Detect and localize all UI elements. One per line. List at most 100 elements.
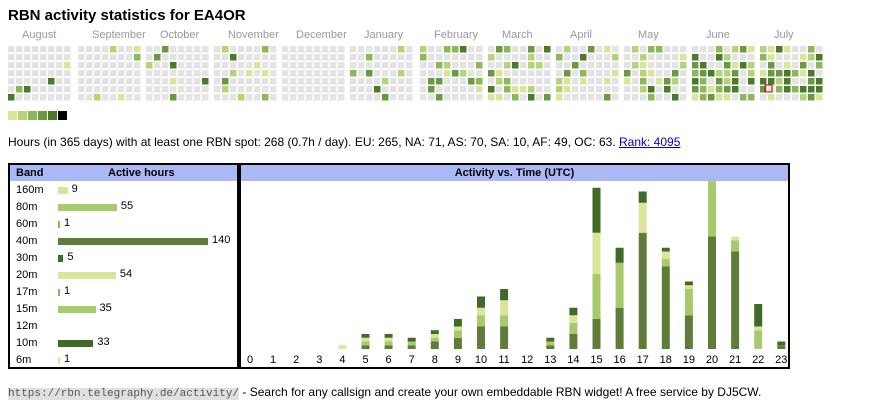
heatmap-day[interactable] (656, 78, 663, 85)
heatmap-day[interactable] (24, 86, 31, 93)
heatmap-day[interactable] (314, 46, 321, 53)
heatmap-day[interactable] (528, 54, 535, 61)
heatmap-day[interactable] (290, 54, 297, 61)
heatmap-day[interactable] (314, 94, 321, 101)
heatmap-day[interactable] (330, 86, 337, 93)
heatmap-day[interactable] (468, 54, 475, 61)
heatmap-day[interactable] (162, 86, 169, 93)
heatmap-day[interactable] (708, 94, 715, 101)
heatmap-day[interactable] (648, 78, 655, 85)
heatmap-day[interactable] (24, 78, 31, 85)
heatmap-day[interactable] (656, 62, 663, 69)
heatmap-day[interactable] (406, 94, 413, 101)
heatmap-day[interactable] (246, 78, 253, 85)
heatmap-day[interactable] (580, 54, 587, 61)
heatmap-day[interactable] (154, 78, 161, 85)
heatmap-day[interactable] (612, 62, 619, 69)
heatmap-day[interactable] (428, 46, 435, 53)
heatmap-day[interactable] (338, 86, 345, 93)
heatmap-day[interactable] (564, 46, 571, 53)
heatmap-day[interactable] (460, 94, 467, 101)
heatmap-day[interactable] (596, 70, 603, 77)
heatmap-day[interactable] (134, 78, 141, 85)
heatmap-day[interactable] (428, 70, 435, 77)
heatmap-day[interactable] (776, 70, 783, 77)
heatmap-day[interactable] (528, 70, 535, 77)
heatmap-day[interactable] (78, 94, 85, 101)
heatmap-day[interactable] (270, 54, 277, 61)
heatmap-day[interactable] (350, 78, 357, 85)
heatmap-day[interactable] (406, 78, 413, 85)
heatmap-day[interactable] (680, 78, 687, 85)
heatmap-day[interactable] (784, 70, 791, 77)
heatmap-day[interactable] (306, 86, 313, 93)
heatmap-day[interactable] (512, 78, 519, 85)
heatmap-day[interactable] (40, 78, 47, 85)
heatmap-day[interactable] (358, 54, 365, 61)
heatmap-day[interactable] (350, 86, 357, 93)
heatmap-day[interactable] (732, 54, 739, 61)
heatmap-day[interactable] (444, 86, 451, 93)
heatmap-day[interactable] (170, 54, 177, 61)
heatmap-day[interactable] (290, 94, 297, 101)
heatmap-day[interactable] (350, 62, 357, 69)
heatmap-day[interactable] (110, 78, 117, 85)
heatmap-day[interactable] (194, 46, 201, 53)
heatmap-day[interactable] (816, 70, 823, 77)
heatmap-day[interactable] (724, 62, 731, 69)
heatmap-day[interactable] (624, 54, 631, 61)
heatmap-day[interactable] (444, 94, 451, 101)
heatmap-day[interactable] (146, 62, 153, 69)
heatmap-day[interactable] (298, 86, 305, 93)
heatmap-day[interactable] (444, 46, 451, 53)
heatmap-day[interactable] (504, 62, 511, 69)
heatmap-day[interactable] (390, 78, 397, 85)
heatmap-day[interactable] (202, 94, 209, 101)
heatmap-day[interactable] (488, 54, 495, 61)
heatmap-day[interactable] (48, 86, 55, 93)
heatmap-day[interactable] (338, 46, 345, 53)
heatmap-day[interactable] (222, 78, 229, 85)
heatmap-day[interactable] (262, 86, 269, 93)
heatmap-day[interactable] (556, 94, 563, 101)
heatmap-day[interactable] (632, 86, 639, 93)
heatmap-day[interactable] (648, 54, 655, 61)
heatmap-day[interactable] (580, 78, 587, 85)
heatmap-day[interactable] (56, 94, 63, 101)
heatmap-day[interactable] (8, 54, 15, 61)
heatmap-day[interactable] (800, 62, 807, 69)
heatmap-day[interactable] (126, 94, 133, 101)
heatmap-day[interactable] (624, 94, 631, 101)
heatmap-day[interactable] (612, 94, 619, 101)
heatmap-day[interactable] (64, 70, 71, 77)
heatmap-day[interactable] (664, 78, 671, 85)
heatmap-day[interactable] (16, 62, 23, 69)
heatmap-day[interactable] (816, 54, 823, 61)
heatmap-day[interactable] (222, 86, 229, 93)
heatmap-day[interactable] (784, 54, 791, 61)
heatmap-day[interactable] (488, 62, 495, 69)
heatmap-day[interactable] (290, 62, 297, 69)
heatmap-day[interactable] (444, 78, 451, 85)
heatmap-day[interactable] (588, 62, 595, 69)
heatmap-day[interactable] (624, 62, 631, 69)
heatmap-day[interactable] (808, 54, 815, 61)
heatmap-day[interactable] (692, 94, 699, 101)
heatmap-day[interactable] (290, 86, 297, 93)
heatmap-day[interactable] (214, 46, 221, 53)
heatmap-day[interactable] (556, 46, 563, 53)
heatmap-day[interactable] (32, 70, 39, 77)
heatmap-day[interactable] (254, 86, 261, 93)
heatmap-day[interactable] (56, 46, 63, 53)
heatmap-day[interactable] (452, 46, 459, 53)
heatmap-day[interactable] (48, 78, 55, 85)
heatmap-day[interactable] (40, 54, 47, 61)
heatmap-day[interactable] (270, 78, 277, 85)
heatmap-day[interactable] (556, 86, 563, 93)
heatmap-day[interactable] (476, 70, 483, 77)
heatmap-day[interactable] (504, 70, 511, 77)
heatmap-day[interactable] (496, 54, 503, 61)
heatmap-day[interactable] (496, 94, 503, 101)
heatmap-day[interactable] (374, 86, 381, 93)
heatmap-day[interactable] (564, 70, 571, 77)
